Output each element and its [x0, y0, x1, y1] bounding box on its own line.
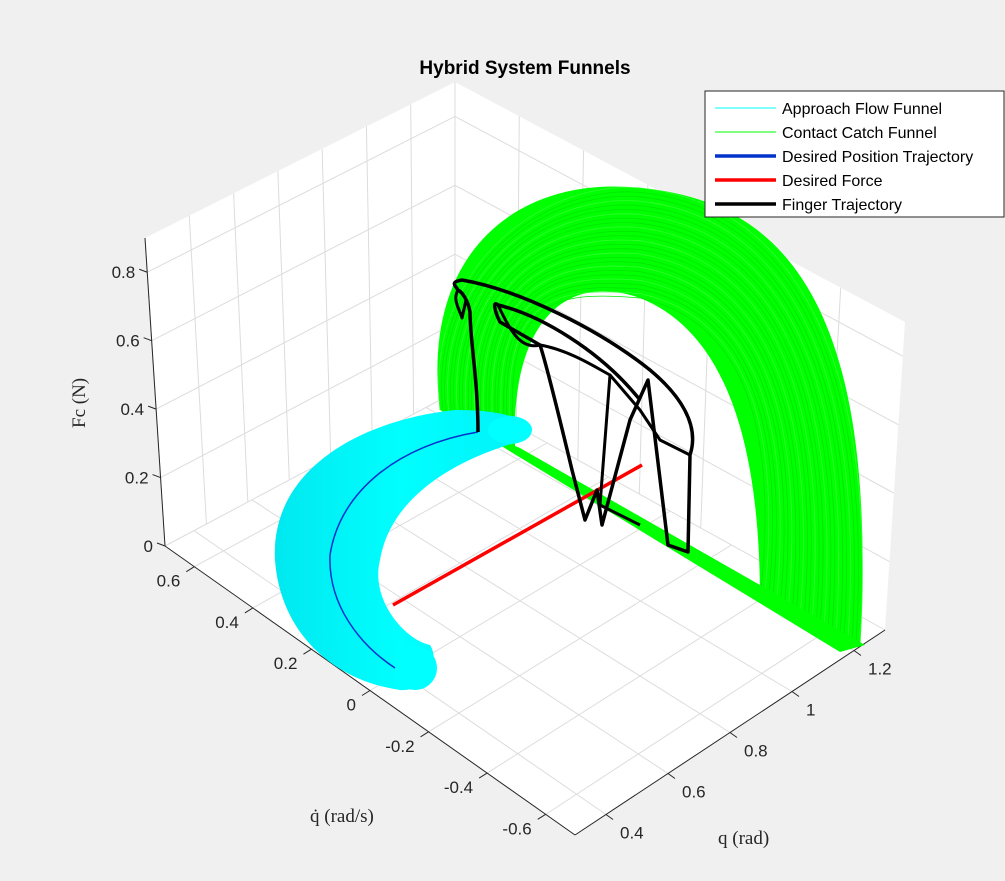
legend[interactable]: Approach Flow Funnel Contact Catch Funnel…	[704, 90, 1005, 218]
x-tick-label: 0.8	[744, 742, 768, 761]
y-tick-label: 0.4	[215, 613, 239, 632]
x-tick-label: 0.4	[620, 824, 644, 843]
approach-flow-funnel	[274, 410, 532, 691]
y-tick-label: -0.4	[444, 778, 473, 797]
chart-title: Hybrid System Funnels	[419, 58, 630, 79]
x-tick-label: 0.6	[682, 783, 706, 802]
z-axis-label: Fc (N)	[69, 378, 90, 428]
finger-trajectory	[452, 278, 695, 554]
y-tick-label: 0.2	[274, 654, 298, 673]
desired-position-trajectory	[329, 431, 479, 669]
y-axis-label: q̇ (rad/s)	[310, 806, 374, 827]
x-tick-label: 1	[806, 701, 815, 720]
x-axis-label: q (rad)	[718, 828, 769, 849]
z-tick-label: 0	[144, 537, 153, 556]
legend-entry-label: Desired Position Trajectory	[782, 149, 973, 166]
legend-entry-label: Contact Catch Funnel	[782, 125, 937, 142]
legend-entry-label: Desired Force	[782, 173, 883, 190]
y-tick-label: 0.6	[157, 572, 181, 591]
legend-entry-label: Approach Flow Funnel	[782, 101, 942, 118]
z-tick-label: 0.8	[112, 263, 136, 282]
z-tick-label: 0.6	[116, 332, 140, 351]
x-tick-label: 1.2	[868, 660, 892, 679]
z-tick-label: 0.2	[125, 469, 149, 488]
y-tick-label: -0.6	[502, 819, 531, 838]
y-tick-label: 0	[347, 696, 356, 715]
y-tick-label: -0.2	[385, 737, 414, 756]
legend-entry-label: Finger Trajectory	[782, 197, 902, 214]
z-tick-label: 0.4	[120, 400, 144, 419]
